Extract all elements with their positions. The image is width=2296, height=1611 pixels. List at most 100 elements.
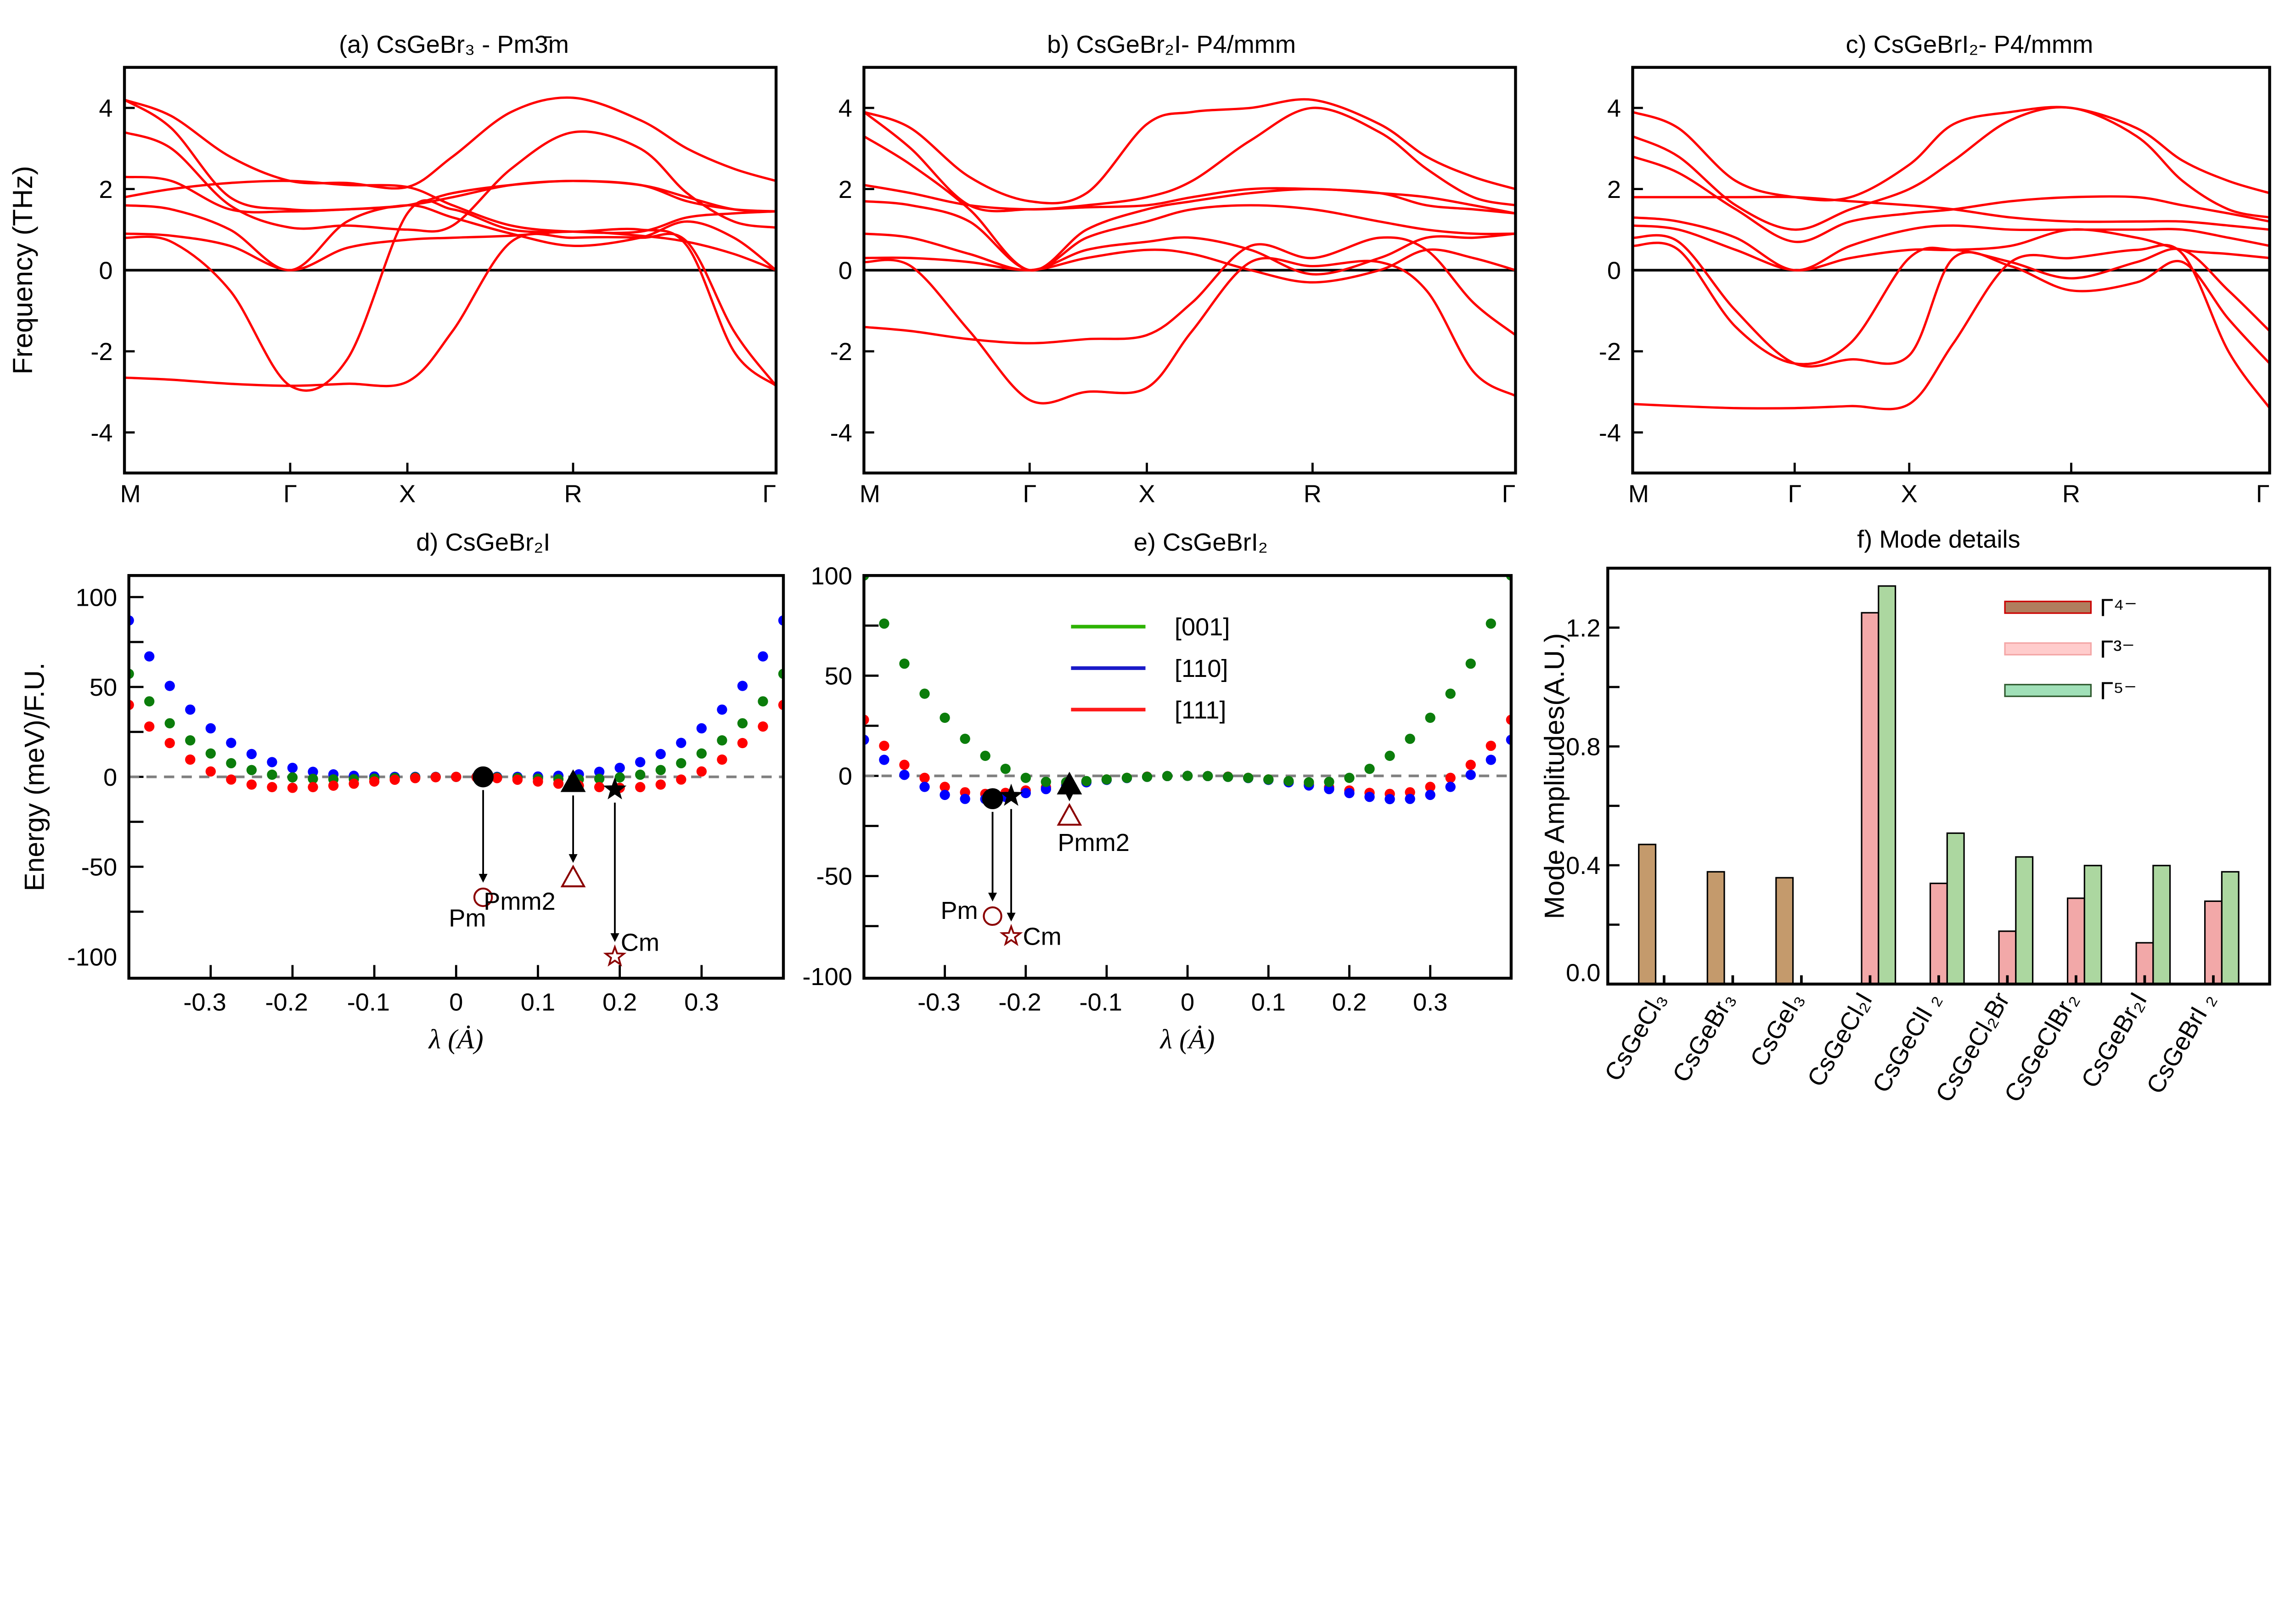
data-point <box>635 782 646 793</box>
panel-title: (a) CsGeBr₃ - Pm3̄m <box>339 31 569 58</box>
annotation-cm: Cm <box>603 777 659 967</box>
data-point <box>1041 784 1051 794</box>
x-tick-label: -0.3 <box>917 988 960 1016</box>
bar <box>1638 844 1657 985</box>
y-tick-label: 100 <box>810 562 852 590</box>
bar <box>2152 865 2171 985</box>
data-point <box>308 773 318 784</box>
y-tick-label: -2 <box>830 338 852 366</box>
data-point <box>144 696 155 707</box>
data-point <box>1223 772 1233 782</box>
data-point <box>205 766 216 777</box>
data-point <box>512 774 523 785</box>
data-point <box>737 718 748 729</box>
data-point <box>635 757 646 767</box>
phonon-band-6 <box>1632 234 2270 368</box>
data-point <box>1142 772 1153 782</box>
phase-marker-open <box>473 887 493 907</box>
series-2 <box>129 699 783 793</box>
x-tick-label: R <box>564 480 582 508</box>
y-tick-label: -100 <box>68 943 117 971</box>
data-point <box>899 770 910 780</box>
phonon-band-7 <box>864 257 1516 405</box>
bar <box>2066 897 2085 985</box>
phonon-band-1 <box>124 99 777 213</box>
y-tick-label: -4 <box>830 419 852 447</box>
data-point <box>1162 771 1173 782</box>
data-point <box>899 658 910 669</box>
data-point <box>594 782 605 793</box>
x-tick-label: -0.1 <box>1079 988 1122 1016</box>
data-point <box>430 772 441 783</box>
x-tick-label: 0.3 <box>1413 988 1447 1016</box>
data-point <box>205 748 216 759</box>
y-tick-label: 2 <box>99 176 113 203</box>
annotation-label: Pm <box>449 905 486 932</box>
data-point <box>533 776 543 787</box>
x-axis-label: λ (Ȧ) <box>428 1024 484 1055</box>
phase-marker-open <box>999 924 1023 946</box>
bar <box>1878 585 1896 985</box>
energy-panel-e: e) CsGeBrI₂ 100 50 0 -50 -100 -0.3 -0.2 -0.1 0 0.1… <box>802 529 1513 1055</box>
phonon-band-3 <box>864 184 1516 215</box>
plot-frame <box>862 66 1517 475</box>
data-point <box>940 712 950 723</box>
y-tick-label: -50 <box>81 854 117 881</box>
phonon-band-1 <box>1632 106 2270 231</box>
x-tick-label: Γ <box>1023 480 1036 508</box>
x-tick-label: M <box>860 480 880 508</box>
band-structure-panel-a: (a) CsGeBr₃ - Pm3̄m Frequency (THz) 4 2 0 -2 -… <box>7 31 778 508</box>
background <box>0 0 2296 1185</box>
data-point <box>287 762 298 773</box>
phonon-band-8 <box>124 232 777 388</box>
data-point <box>410 773 421 783</box>
x-tick-label: X <box>1901 480 1918 508</box>
bands <box>124 96 777 392</box>
x-tick-label: 0 <box>449 988 463 1016</box>
data-point <box>879 618 889 629</box>
panel-title: f) Mode details <box>1857 526 2020 553</box>
data-point <box>369 776 380 787</box>
x-tick-label: M <box>120 480 141 508</box>
y-tick-label: 1.2 <box>1566 614 1600 642</box>
data-point <box>308 782 318 793</box>
data-point <box>226 738 236 748</box>
band-structure-panel-b: b) CsGeBr₂I- P4/mmm 4 2 0 -2 -4 M Γ X R Γ <box>830 31 1517 508</box>
bar <box>2221 871 2240 985</box>
y-tick-label: 0 <box>103 764 117 791</box>
data-point <box>655 749 666 760</box>
bar <box>1946 832 1965 985</box>
data-point <box>1283 776 1294 786</box>
bar <box>1706 871 1725 985</box>
arrow-head <box>610 933 619 942</box>
legend-swatch <box>2004 684 2092 697</box>
bar <box>2204 900 2223 985</box>
data-point <box>1020 772 1031 783</box>
data-point <box>614 772 625 783</box>
annotation-label: Pm <box>940 897 978 924</box>
bar <box>1775 877 1794 985</box>
data-point <box>919 782 930 792</box>
legend-label: Γ³⁻ <box>2100 636 2135 663</box>
data-point <box>737 681 748 691</box>
legend: [001] [110] [111] <box>1071 614 1230 724</box>
data-point <box>1465 658 1476 669</box>
data-point <box>1445 772 1456 783</box>
data-point <box>899 760 910 770</box>
arrow-head <box>1065 792 1074 801</box>
data-point <box>594 766 605 777</box>
bands <box>864 98 1516 405</box>
annotation-label: Cm <box>621 929 659 956</box>
data-point <box>1445 782 1456 792</box>
bar <box>1998 930 2017 985</box>
bands <box>1632 106 2270 411</box>
phonon-band-5 <box>864 232 1516 276</box>
data-point <box>246 765 257 775</box>
data-point <box>144 651 155 662</box>
annotation-pmm2: Pmm2 <box>1057 772 1130 856</box>
data-point <box>1263 774 1274 785</box>
x-tick-label: -0.1 <box>347 988 390 1016</box>
panel-title: e) CsGeBrI₂ <box>1134 529 1268 556</box>
phase-marker-open <box>983 906 1002 926</box>
y-tick-label: 0.0 <box>1566 959 1600 986</box>
